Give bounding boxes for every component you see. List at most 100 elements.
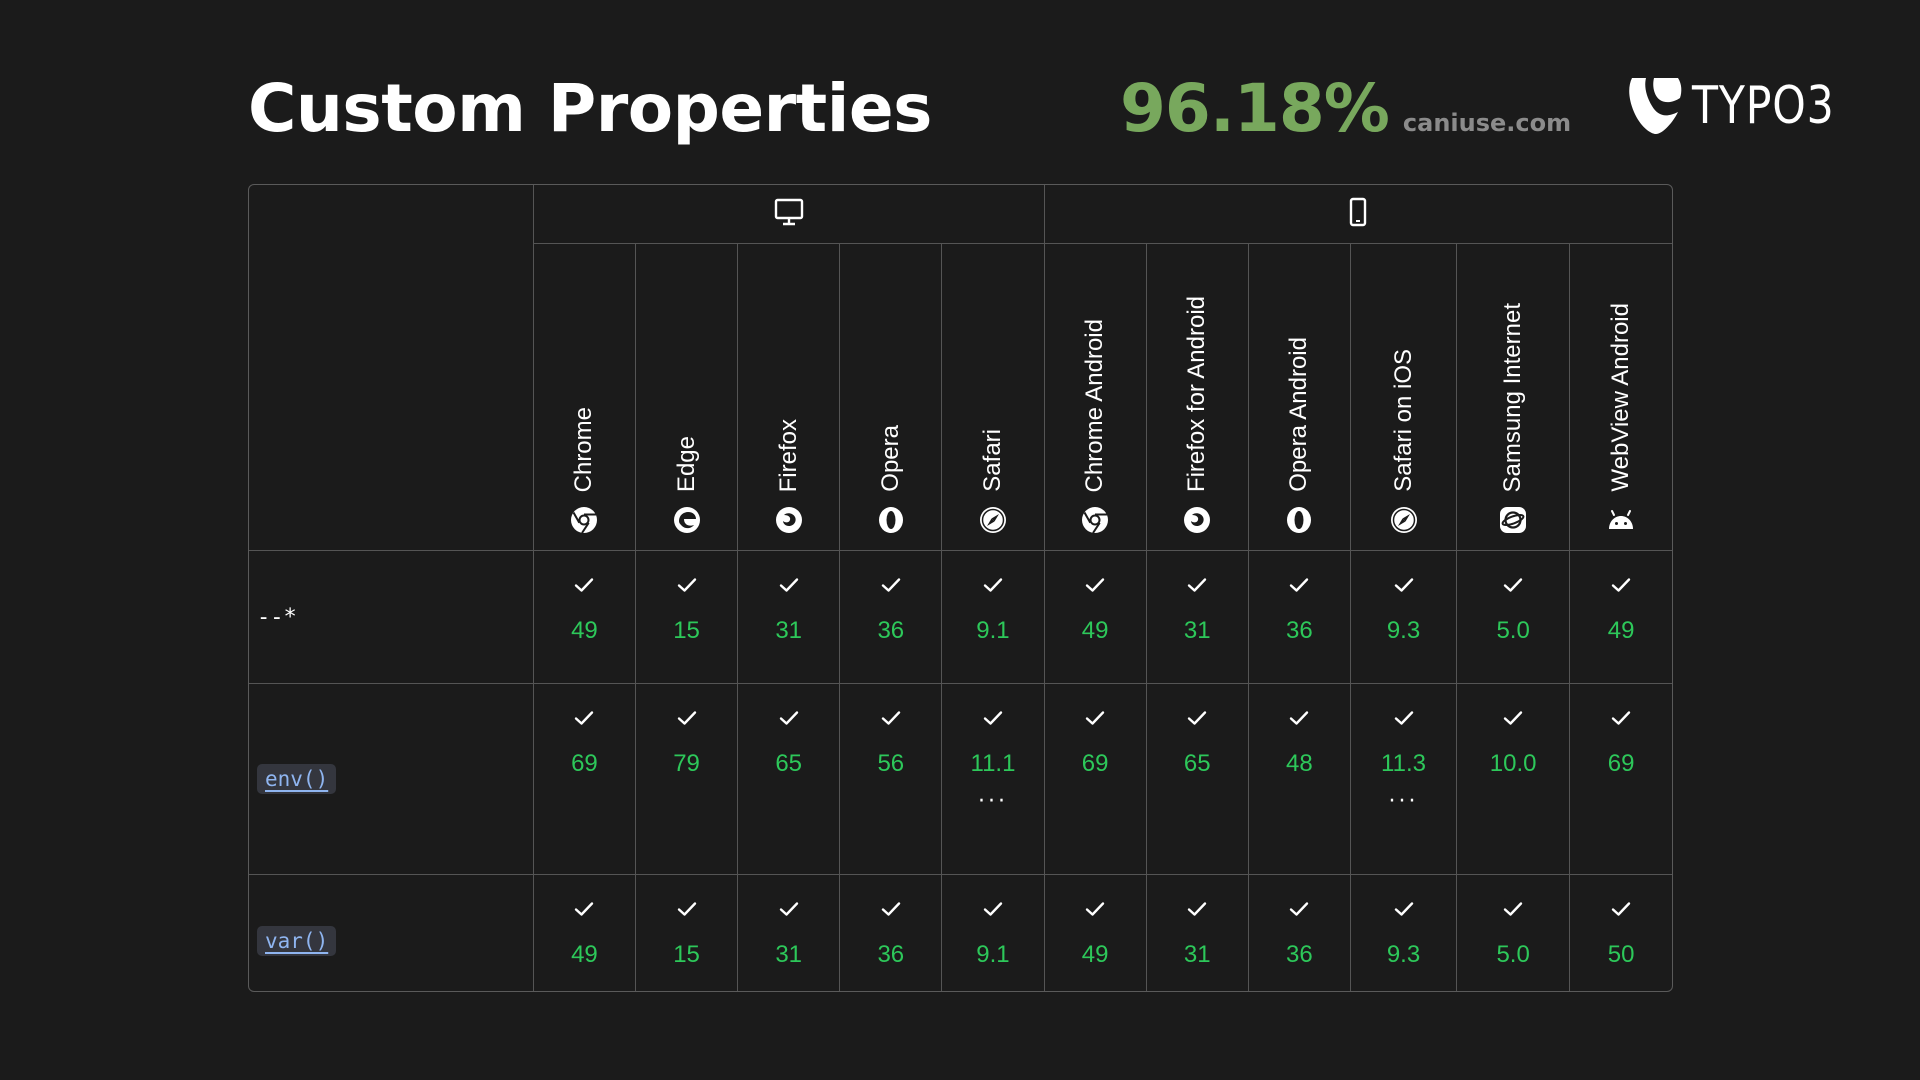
check-icon bbox=[677, 711, 696, 725]
version-number: 48 bbox=[1286, 750, 1313, 777]
version-number: 5.0 bbox=[1496, 941, 1530, 968]
check-icon bbox=[779, 711, 798, 725]
support-cell: 9.1 bbox=[941, 874, 1045, 991]
version-number: 36 bbox=[1286, 617, 1313, 644]
support-cell: 31 bbox=[737, 874, 841, 991]
browser-header: Opera Android bbox=[1247, 243, 1351, 551]
feature-name-cell: env() bbox=[249, 683, 534, 875]
version-number: 36 bbox=[877, 617, 905, 644]
check-icon bbox=[1188, 578, 1207, 592]
support-cell: 56 bbox=[839, 683, 943, 875]
check-icon bbox=[779, 578, 798, 592]
browser-header: Safari bbox=[941, 243, 1045, 551]
page-title: Custom Properties bbox=[248, 70, 932, 147]
android-icon bbox=[1607, 506, 1635, 534]
support-cell: 49 bbox=[532, 874, 637, 991]
logo-text: TYPO3 bbox=[1692, 76, 1835, 136]
check-icon bbox=[1503, 578, 1523, 592]
version-number: 49 bbox=[1081, 941, 1109, 968]
version-number: 69 bbox=[1081, 750, 1109, 777]
feature-row: var() 49 15 31 36 9.1 49 31 36 9.3 5.0 50 bbox=[249, 874, 1672, 991]
feature-row: --* 49 15 31 36 9.1 49 31 36 9.3 5.0 49 bbox=[249, 550, 1672, 684]
browser-name: Chrome Android bbox=[1081, 318, 1109, 492]
support-cell: 15 bbox=[634, 874, 739, 991]
support-cell: 31 bbox=[737, 550, 841, 684]
support-cell: 65 bbox=[737, 683, 841, 875]
corner-cell bbox=[249, 185, 534, 551]
check-icon bbox=[1503, 902, 1523, 916]
version-number: 31 bbox=[1183, 941, 1211, 968]
version-number: 65 bbox=[775, 750, 803, 777]
support-cell: 65 bbox=[1145, 683, 1249, 875]
support-cell: 69 bbox=[532, 683, 637, 875]
check-icon bbox=[575, 711, 594, 725]
version-number: 10.0 bbox=[1489, 750, 1537, 777]
version-number: 31 bbox=[775, 941, 803, 968]
browser-name: Safari bbox=[978, 429, 1006, 492]
support-cell: 69 bbox=[1569, 683, 1672, 875]
support-cell: 9.3 bbox=[1349, 874, 1458, 991]
typo3-logo: TYPO3 bbox=[1626, 76, 1866, 136]
desktop-group-header bbox=[532, 185, 1045, 244]
browser-header: Chrome bbox=[533, 243, 637, 551]
check-icon bbox=[575, 902, 594, 916]
support-cell: 36 bbox=[839, 550, 943, 684]
check-icon bbox=[1188, 902, 1207, 916]
check-icon bbox=[1085, 902, 1105, 916]
check-icon bbox=[677, 578, 696, 592]
version-number: 9.1 bbox=[976, 617, 1010, 644]
check-icon bbox=[1611, 711, 1631, 725]
check-icon bbox=[1394, 902, 1413, 916]
browser-name: Safari on iOS bbox=[1389, 349, 1417, 492]
check-icon bbox=[1290, 711, 1309, 725]
support-cell: 49 bbox=[1043, 874, 1147, 991]
more-notes-indicator[interactable]: ··· bbox=[1388, 789, 1419, 814]
check-icon bbox=[1085, 578, 1105, 592]
feature-link[interactable]: var() bbox=[257, 925, 337, 956]
feature-link[interactable]: env() bbox=[257, 764, 337, 794]
monitor-icon bbox=[774, 198, 803, 226]
firefox-icon bbox=[1183, 506, 1211, 534]
check-icon bbox=[1188, 711, 1207, 725]
version-number: 31 bbox=[1183, 617, 1211, 644]
browser-header: Edge bbox=[634, 243, 739, 551]
support-cell: 5.0 bbox=[1456, 550, 1571, 684]
version-number: 69 bbox=[1607, 750, 1635, 777]
support-cell: 11.3 ··· bbox=[1349, 683, 1458, 875]
check-icon bbox=[881, 578, 901, 592]
support-cell: 49 bbox=[1569, 550, 1672, 684]
check-icon bbox=[1290, 902, 1309, 916]
firefox-icon bbox=[775, 506, 803, 534]
compat-table: Chrome Edge Firefox Opera Safari Chrome Andro… bbox=[248, 184, 1673, 992]
version-number: 49 bbox=[1607, 617, 1635, 644]
support-cell: 49 bbox=[1043, 550, 1147, 684]
support-cell: 9.3 bbox=[1349, 550, 1458, 684]
version-number: 15 bbox=[673, 941, 700, 968]
check-icon bbox=[983, 902, 1003, 916]
check-icon bbox=[1503, 711, 1523, 725]
typo3-logo-icon bbox=[1629, 78, 1682, 134]
version-number: 9.3 bbox=[1386, 941, 1421, 968]
phone-icon bbox=[1350, 197, 1367, 227]
check-icon bbox=[575, 578, 594, 592]
check-icon bbox=[779, 902, 798, 916]
browser-header: Firefox bbox=[737, 243, 841, 551]
browser-name: Chrome bbox=[570, 406, 598, 492]
version-number: 49 bbox=[571, 617, 598, 644]
support-cell: 79 bbox=[634, 683, 739, 875]
version-number: 36 bbox=[1286, 941, 1313, 968]
browser-name: Firefox for Android bbox=[1183, 295, 1211, 492]
browser-name: WebView Android bbox=[1607, 303, 1635, 492]
support-cell: 5.0 bbox=[1456, 874, 1571, 991]
version-number: 79 bbox=[673, 750, 700, 777]
support-percent: 96.18% bbox=[1120, 70, 1390, 147]
feature-name-cell: var() bbox=[249, 874, 534, 991]
version-number: 56 bbox=[877, 750, 905, 777]
opera-icon bbox=[877, 506, 905, 534]
version-number: 69 bbox=[571, 750, 598, 777]
support-cell: 11.1 ··· bbox=[941, 683, 1045, 875]
more-notes-indicator[interactable]: ··· bbox=[977, 789, 1008, 814]
support-cell: 10.0 bbox=[1456, 683, 1571, 875]
version-number: 9.1 bbox=[976, 941, 1010, 968]
version-number: 31 bbox=[775, 617, 803, 644]
